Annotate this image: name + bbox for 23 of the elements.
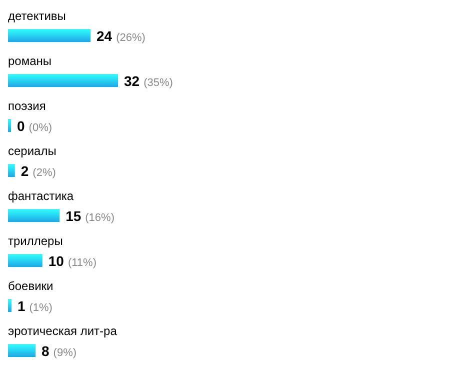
y-tick-label: боевики xyxy=(8,279,54,293)
y-tick-label: сериалы xyxy=(8,144,56,158)
y-tick-label: романы xyxy=(8,54,52,68)
y-tick-label: детективы xyxy=(8,9,66,23)
bar xyxy=(8,254,42,267)
bar xyxy=(8,299,12,312)
y-tick-label: фантастика xyxy=(8,189,74,203)
data-label: 8 (9%) xyxy=(42,343,77,359)
data-label: 15 (16%) xyxy=(66,208,114,224)
bar xyxy=(8,209,60,222)
data-label: 24 (26%) xyxy=(96,28,146,44)
data-label: 0 (0%) xyxy=(17,118,52,134)
data-label: 2 (2%) xyxy=(20,163,56,179)
bar xyxy=(8,29,90,42)
bar xyxy=(8,344,36,357)
bar xyxy=(8,74,118,87)
y-tick-label: поэзия xyxy=(8,99,46,113)
data-label: 1 (1%) xyxy=(17,298,52,314)
bar xyxy=(8,164,15,177)
data-label: 10 (11%) xyxy=(48,253,96,269)
data-label: 32 (35%) xyxy=(124,73,173,89)
y-tick-label: триллеры xyxy=(8,234,63,248)
y-tick-label: эротическая лит-ра xyxy=(8,324,118,338)
